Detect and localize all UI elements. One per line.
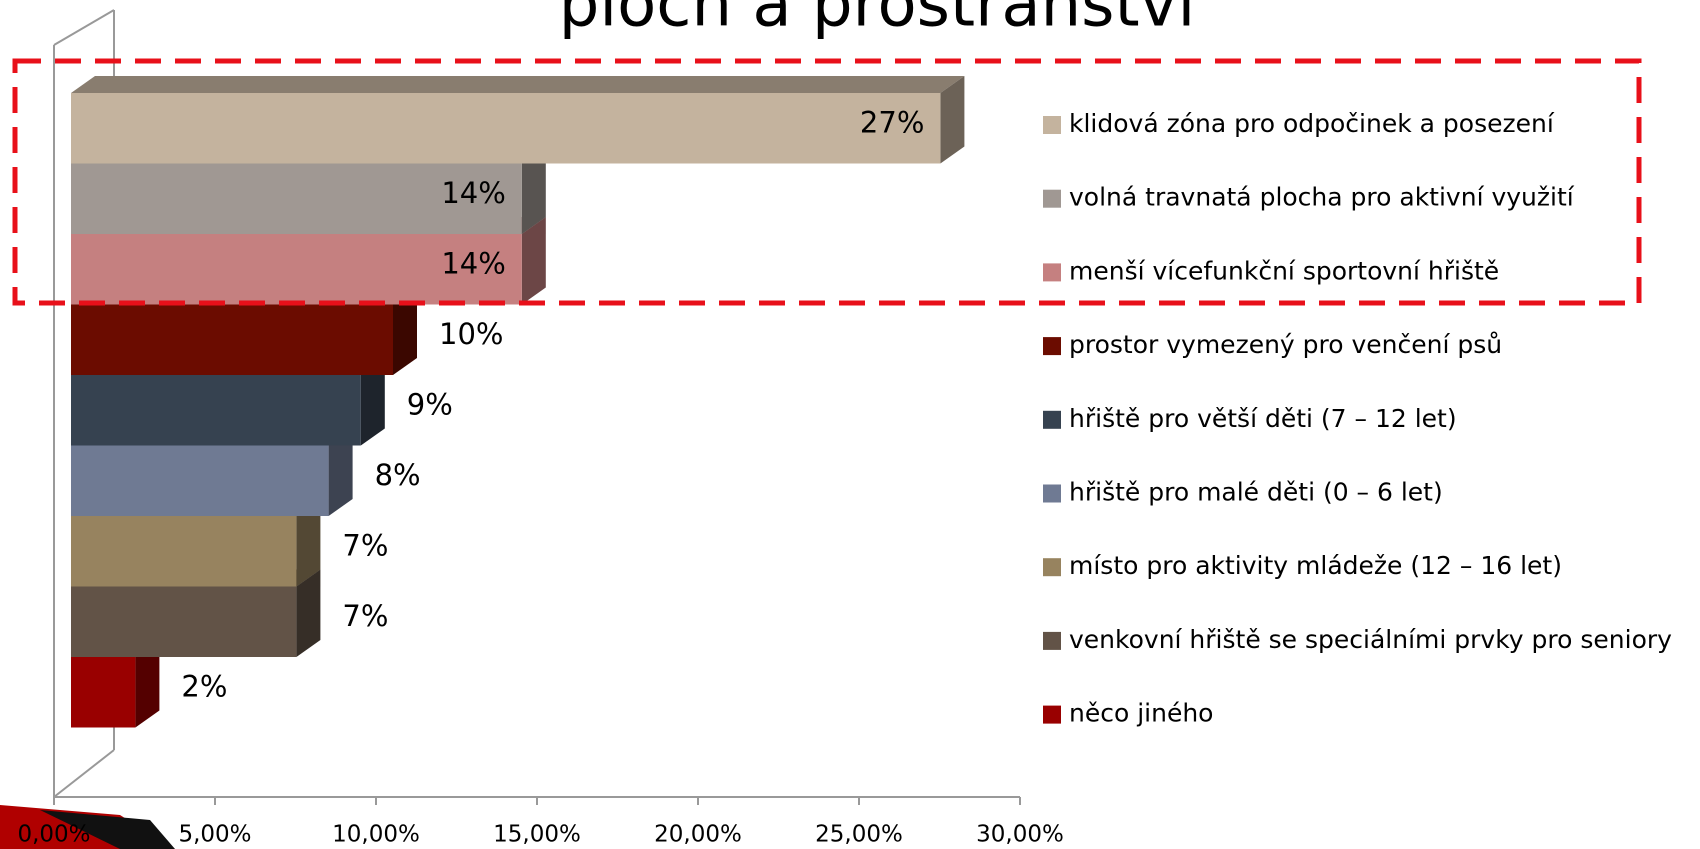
- x-tick-label: 5,00%: [178, 822, 251, 848]
- data-label: 7%: [342, 599, 388, 633]
- legend-label: místo pro aktivity mládeže (12 – 16 let): [1069, 551, 1562, 580]
- plot: 0,00% 5,00% 10,00% 15,00% 20,00% 25,00% 30,00%…: [17, 76, 1672, 848]
- bar: [71, 304, 393, 375]
- bar-side: [328, 428, 353, 516]
- data-label: 14%: [441, 176, 505, 210]
- x-tick-label: 10,00%: [332, 822, 420, 848]
- data-label: 8%: [375, 458, 421, 492]
- decoration: [40, 810, 175, 849]
- legend-swatch: [1043, 558, 1061, 577]
- bar-side: [521, 146, 546, 234]
- bar: [71, 445, 329, 516]
- legend-swatch: [1043, 189, 1061, 208]
- bar-side: [521, 217, 546, 305]
- legend-label: menší vícefunkční sportovní hřiště: [1069, 256, 1499, 285]
- bar-side: [393, 287, 417, 375]
- legend-label: klidová zóna pro odpočinek a posezení: [1069, 109, 1555, 138]
- bar-side: [940, 76, 965, 164]
- legend-swatch: [1043, 116, 1061, 134]
- data-label: 2%: [181, 669, 227, 703]
- x-tick-label: 20,00%: [654, 822, 742, 848]
- bar: [71, 163, 522, 234]
- data-label: 10%: [439, 317, 503, 351]
- legend-swatch: [1043, 410, 1061, 429]
- bar: [71, 586, 297, 657]
- data-label: 7%: [342, 528, 388, 562]
- legend-label: něco jiného: [1069, 699, 1213, 728]
- legend-swatch: [1043, 705, 1061, 724]
- bar-side: [296, 569, 321, 657]
- bar: [71, 657, 136, 728]
- legend-label: venkovní hřiště se speciálními prvky pro…: [1069, 625, 1672, 654]
- bar-top: [71, 76, 965, 93]
- legend-swatch: [1043, 263, 1061, 282]
- x-tick-label: 25,00%: [815, 822, 903, 848]
- bar: [71, 516, 297, 587]
- data-label: 14%: [441, 246, 505, 280]
- legend-label: hřiště pro malé děti (0 – 6 let): [1069, 478, 1443, 507]
- bar-side: [135, 640, 160, 728]
- bar: [71, 93, 941, 164]
- legend-swatch: [1043, 337, 1061, 356]
- bar-side: [360, 358, 385, 446]
- chart-title: ploch a prostranství: [559, 0, 1198, 42]
- legend-label: hřiště pro větší děti (7 – 12 let): [1069, 404, 1457, 433]
- x-tick-label: 30,00%: [976, 822, 1064, 848]
- data-label: 9%: [407, 387, 453, 421]
- x-tick-label: 15,00%: [493, 822, 581, 848]
- x-tick-label: 0,00%: [17, 822, 90, 848]
- legend-swatch: [1043, 484, 1061, 503]
- legend-label: prostor vymezený pro venčení psů: [1069, 330, 1502, 359]
- legend-swatch: [1043, 631, 1061, 650]
- bar-side: [296, 499, 321, 587]
- highlight-box: [12, 58, 1642, 306]
- legend-label: volná travnatá plocha pro aktivní využit…: [1069, 183, 1575, 212]
- bar: [71, 234, 522, 305]
- bar: [71, 375, 361, 446]
- data-label: 27%: [860, 105, 924, 139]
